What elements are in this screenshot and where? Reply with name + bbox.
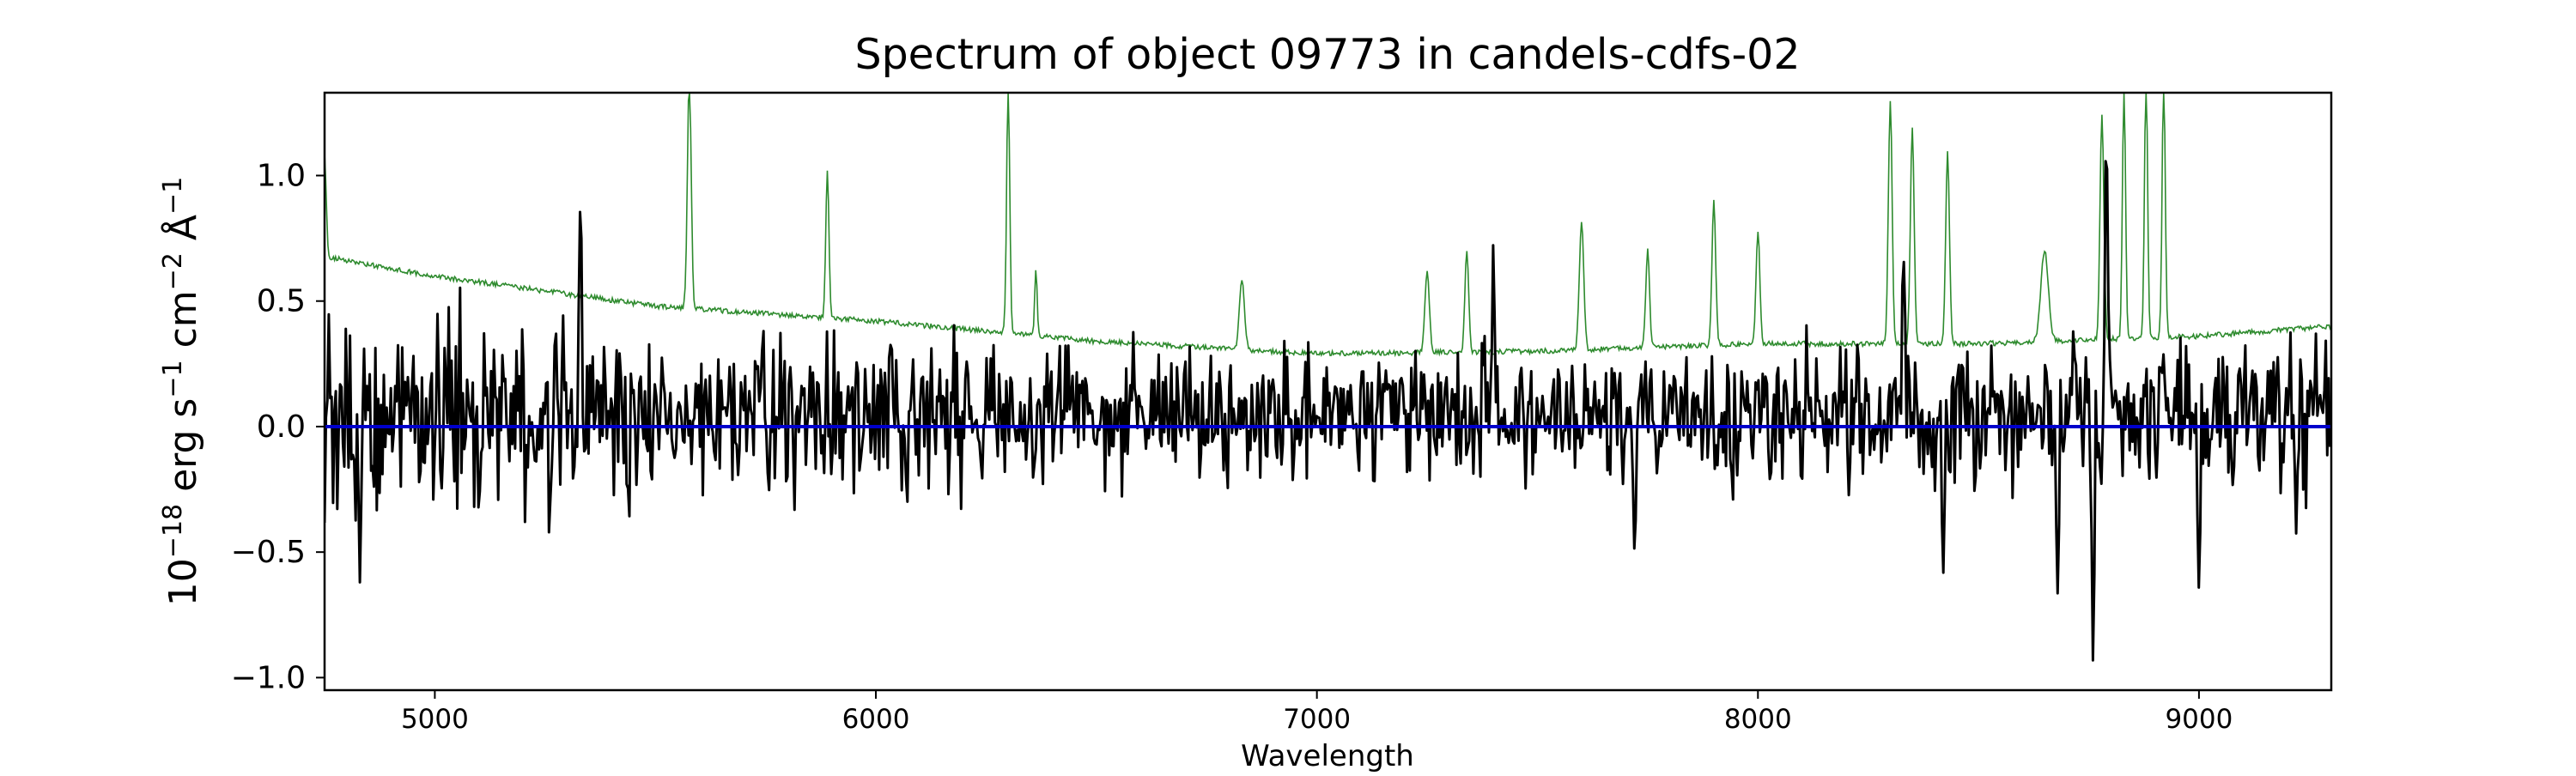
error-spectrum-line bbox=[325, 93, 2331, 358]
x-tick-label: 6000 bbox=[842, 704, 910, 735]
x-tick-label: 5000 bbox=[401, 704, 469, 735]
y-label-prefix: 10 bbox=[161, 558, 205, 606]
y-label-exp4: −1 bbox=[158, 177, 188, 215]
x-tick-label: 9000 bbox=[2165, 704, 2233, 735]
y-tick-label: 0.0 bbox=[257, 409, 306, 445]
x-axis: 5000 6000 7000 8000 9000 bbox=[401, 690, 2233, 735]
y-tick-label: −0.5 bbox=[231, 535, 306, 570]
x-axis-label: Wavelength bbox=[1241, 739, 1414, 773]
y-label-unit2: cm bbox=[161, 290, 205, 360]
y-tick-label: 0.5 bbox=[257, 284, 306, 319]
y-label-unit1: erg s bbox=[161, 398, 205, 504]
chart-title: Spectrum of object 09773 in candels-cdfs… bbox=[854, 30, 1800, 79]
y-tick-label: −1.0 bbox=[231, 660, 306, 695]
flux-series bbox=[325, 160, 2331, 662]
x-tick-label: 8000 bbox=[1724, 704, 1792, 735]
y-label-unit3: Å bbox=[160, 215, 205, 252]
x-tick-label: 7000 bbox=[1283, 704, 1351, 735]
error-series bbox=[325, 93, 2331, 358]
y-label-exp1: −18 bbox=[158, 504, 188, 558]
y-label-exp3: −2 bbox=[158, 252, 188, 290]
y-label-exp2: −1 bbox=[158, 360, 188, 397]
flux-spectrum-line bbox=[325, 160, 2331, 662]
y-axis: −1.0 −0.5 0.0 0.5 1.0 bbox=[231, 159, 325, 695]
y-tick-label: 1.0 bbox=[257, 159, 306, 194]
axes-frame bbox=[323, 91, 2333, 692]
plot-area bbox=[325, 93, 2331, 662]
y-axis-label: 10−18 erg s−1 cm−2 Å−1 bbox=[158, 177, 206, 606]
